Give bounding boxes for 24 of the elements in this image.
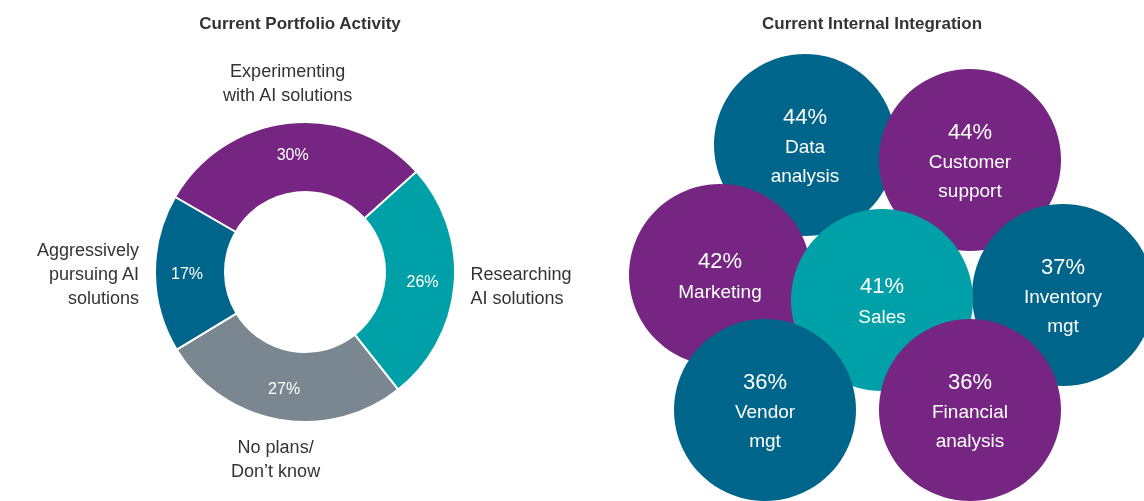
data-label: 42% — [697, 248, 743, 273]
category-label: Data analysis — [770, 136, 840, 186]
data-label: 44% — [947, 118, 993, 144]
slice-label: Researching AI solutions — [470, 263, 572, 308]
data-label: 30% — [276, 146, 309, 164]
category-label: Marketing — [678, 280, 762, 302]
data-label: 26% — [406, 273, 439, 291]
slice-label: Experimenting with AI solutions — [222, 60, 353, 105]
category-label: Sales — [858, 305, 906, 327]
chart-title: Current Portfolio Activity — [199, 14, 402, 33]
category-label: Vendor mgt — [734, 401, 796, 451]
text: Current Internal Integration — [761, 14, 983, 33]
data-label: 27% — [268, 379, 301, 397]
data-label: 17% — [170, 264, 204, 282]
category-label: Financial analysis — [931, 401, 1009, 451]
data-label: 41% — [859, 273, 905, 298]
data-label: 44% — [782, 103, 828, 129]
data-label: 36% — [947, 368, 993, 394]
slice-label: Aggressively pursuing AI solutions — [36, 239, 140, 308]
category-label: Customer support — [928, 151, 1012, 201]
category-label: Inventory mgt — [1023, 286, 1103, 336]
slice-label: No plans/ Don’t know — [231, 437, 322, 482]
data-label: 37% — [1040, 253, 1086, 279]
data-label: 36% — [742, 368, 788, 394]
